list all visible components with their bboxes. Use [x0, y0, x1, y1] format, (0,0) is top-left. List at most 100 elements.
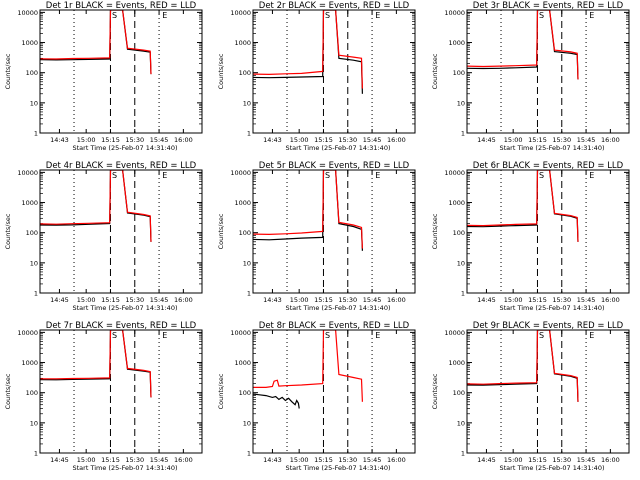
- y-tick-label: 1000: [21, 359, 38, 367]
- x-tick-label: 15:45: [363, 136, 382, 144]
- y-tick-label: 1: [461, 130, 465, 138]
- y-tick-label: 1000: [448, 39, 465, 47]
- series-events: [40, 170, 152, 242]
- x-tick-label: 14:43: [263, 296, 282, 304]
- y-tick-label: 10: [243, 99, 251, 107]
- y-tick-label: 10: [243, 419, 251, 427]
- y-tick-label: 10000: [444, 9, 465, 17]
- x-tick-label: 15:45: [150, 136, 169, 144]
- x-tick-label: 16:00: [601, 136, 620, 144]
- y-tick-label: 1000: [234, 199, 251, 207]
- x-tick-label: 15:15: [101, 296, 120, 304]
- y-tick-label: 10000: [230, 169, 251, 177]
- y-tick-label: 10: [457, 99, 465, 107]
- x-axis-label: Start Time (25-Feb-07 14:31:40): [73, 304, 178, 312]
- y-tick-label: 100: [239, 389, 251, 397]
- y-tick-label: 10: [457, 259, 465, 267]
- series-events: [40, 330, 152, 398]
- series-events: [467, 10, 579, 80]
- series-lld: [253, 330, 363, 402]
- plot-frame: [39, 329, 203, 454]
- x-tick-label: 15:45: [577, 456, 596, 464]
- y-tick-label: 100: [453, 229, 465, 237]
- panel-det-3: Det 3r BLACK = Events, RED = LLD Counts/s…: [431, 1, 630, 152]
- x-tick-label: 15:45: [363, 296, 382, 304]
- x-axis-label: Start Time (25-Feb-07 14:31:40): [73, 144, 178, 152]
- x-tick-label: 15:15: [528, 136, 547, 144]
- x-tick-label: 15:30: [125, 296, 144, 304]
- marker-s: S: [325, 171, 330, 180]
- y-tick-label: 10: [243, 259, 251, 267]
- panel-title: Det 4r BLACK = Events, RED = LLD: [46, 161, 197, 171]
- y-tick-label: 1: [34, 130, 38, 138]
- y-axis-label: Counts/sec: [431, 53, 439, 89]
- panel-det-8: Det 8r BLACK = Events, RED = LLD Counts/s…: [217, 321, 416, 472]
- marker-e: E: [375, 171, 380, 180]
- x-axis-label: Start Time (25-Feb-07 14:31:40): [500, 144, 605, 152]
- x-axis-label: Start Time (25-Feb-07 14:31:40): [500, 304, 605, 312]
- y-axis-label: Counts/sec: [4, 373, 12, 409]
- y-axis-label: Counts/sec: [431, 373, 439, 409]
- y-tick-label: 100: [26, 69, 38, 77]
- marker-s: S: [112, 331, 117, 340]
- y-tick-label: 1: [34, 450, 38, 458]
- series-events: [253, 170, 363, 251]
- y-tick-label: 10000: [17, 169, 38, 177]
- panel-det-4: Det 4r BLACK = Events, RED = LLD Counts/s…: [4, 161, 203, 312]
- panel-title: Det 6r BLACK = Events, RED = LLD: [473, 161, 624, 171]
- marker-e: E: [589, 171, 594, 180]
- y-tick-label: 1: [461, 290, 465, 298]
- x-tick-label: 16:00: [387, 296, 406, 304]
- x-tick-label: 15:00: [77, 136, 96, 144]
- x-tick-label: 15:00: [77, 296, 96, 304]
- series-lld: [253, 170, 363, 249]
- plot-frame: [252, 169, 416, 294]
- y-tick-label: 10000: [230, 9, 251, 17]
- x-tick-label: 16:00: [174, 136, 193, 144]
- y-axis-label: Counts/sec: [431, 213, 439, 249]
- x-tick-label: 15:15: [528, 296, 547, 304]
- plot-frame: [466, 169, 630, 294]
- series-lld: [467, 170, 579, 242]
- plot-frame: [252, 329, 416, 454]
- x-tick-label: 15:00: [77, 456, 96, 464]
- x-tick-label: 15:00: [290, 296, 309, 304]
- x-tick-label: 15:30: [125, 136, 144, 144]
- marker-s: S: [325, 331, 330, 340]
- marker-e: E: [375, 331, 380, 340]
- panel-title: Det 5r BLACK = Events, RED = LLD: [259, 161, 410, 171]
- marker-e: E: [162, 171, 167, 180]
- y-tick-label: 10000: [444, 169, 465, 177]
- series-lld: [40, 330, 152, 398]
- x-tick-label: 16:00: [601, 296, 620, 304]
- y-tick-label: 1000: [234, 359, 251, 367]
- y-axis-label: Counts/sec: [4, 53, 12, 89]
- y-axis-label: Counts/sec: [217, 373, 225, 409]
- marker-e: E: [375, 11, 380, 20]
- x-tick-label: 15:30: [338, 456, 357, 464]
- series-events: [253, 393, 300, 409]
- x-tick-label: 15:15: [101, 136, 120, 144]
- x-tick-label: 14:45: [50, 456, 69, 464]
- x-tick-label: 15:30: [338, 296, 357, 304]
- x-tick-label: 15:30: [552, 456, 571, 464]
- panel-det-2: Det 2r BLACK = Events, RED = LLD Counts/s…: [217, 1, 416, 152]
- x-tick-label: 15:30: [338, 136, 357, 144]
- x-tick-label: 16:00: [387, 136, 406, 144]
- panel-det-6: Det 6r BLACK = Events, RED = LLD Counts/s…: [431, 161, 630, 312]
- y-tick-label: 10: [457, 419, 465, 427]
- x-tick-label: 15:45: [150, 296, 169, 304]
- panel-title: Det 3r BLACK = Events, RED = LLD: [473, 1, 624, 11]
- x-tick-label: 16:00: [174, 456, 193, 464]
- y-tick-label: 1000: [21, 199, 38, 207]
- x-tick-label: 15:30: [552, 296, 571, 304]
- panel-det-9: Det 9r BLACK = Events, RED = LLD Counts/s…: [431, 321, 630, 472]
- panel-det-5: Det 5r BLACK = Events, RED = LLD Counts/s…: [217, 161, 416, 312]
- y-tick-label: 10: [30, 99, 38, 107]
- marker-s: S: [539, 171, 544, 180]
- x-tick-label: 16:00: [174, 296, 193, 304]
- panel-title: Det 8r BLACK = Events, RED = LLD: [259, 321, 410, 331]
- marker-s: S: [112, 171, 117, 180]
- y-tick-label: 1000: [448, 199, 465, 207]
- x-tick-label: 15:45: [577, 296, 596, 304]
